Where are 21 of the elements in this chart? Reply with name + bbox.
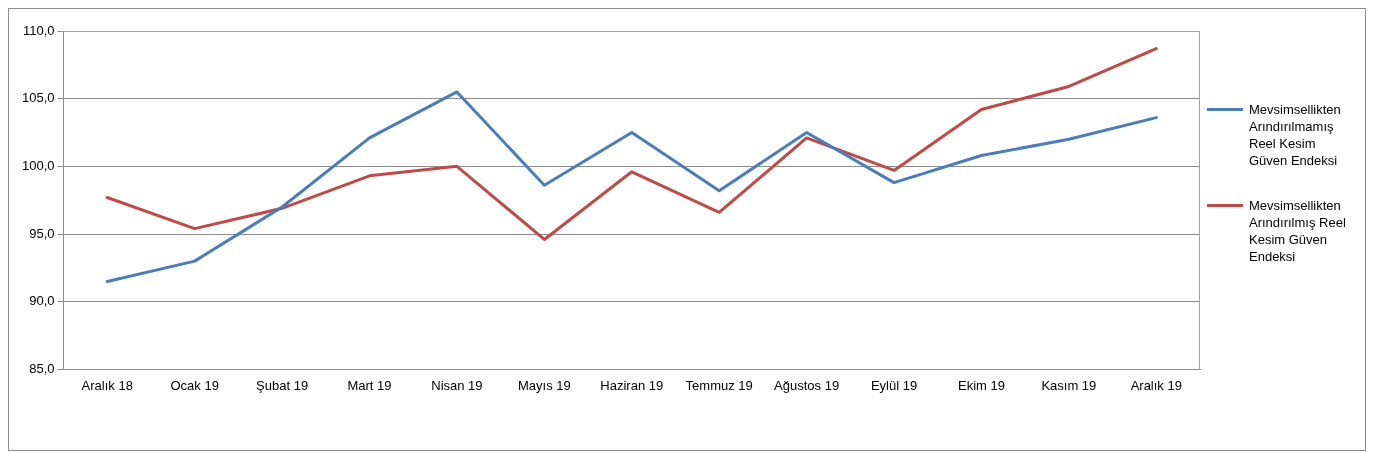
x-tick-label: Ağustos 19 [774, 377, 840, 393]
x-tick-label: Şubat 19 [256, 377, 309, 393]
y-tick-label: 90,0 [29, 293, 55, 309]
x-tick-label: Aralık 19 [1130, 377, 1182, 393]
x-tick-label: Temmuz 19 [685, 377, 753, 393]
x-tick-label: Haziran 19 [600, 377, 664, 393]
x-tick-label: Ocak 19 [170, 377, 219, 393]
y-tick-label: 85,0 [29, 360, 55, 376]
y-tick-label: 100,0 [21, 157, 55, 173]
x-tick-label: Aralık 18 [81, 377, 133, 393]
legend-label: Mevsimsellikten Arındırılmamış Reel Kesim Güven Endeksi [1249, 101, 1342, 169]
x-tick-label: Mayıs 19 [517, 377, 571, 393]
y-tick-label: 105,0 [21, 90, 55, 106]
x-tick-label: Ekim 19 [957, 377, 1005, 393]
x-tick-label: Eylül 19 [870, 377, 918, 393]
legend-label: Mevsimsellikten Arındırılmış Reel Kesim Güven Endeksi [1249, 197, 1347, 265]
x-tick-label: Kasım 19 [1041, 377, 1097, 393]
y-tick-label: 95,0 [29, 225, 55, 241]
y-tick-label: 110,0 [22, 22, 55, 38]
x-tick-label: Nisan 19 [431, 377, 483, 393]
x-tick-label: Mart 19 [347, 377, 392, 393]
